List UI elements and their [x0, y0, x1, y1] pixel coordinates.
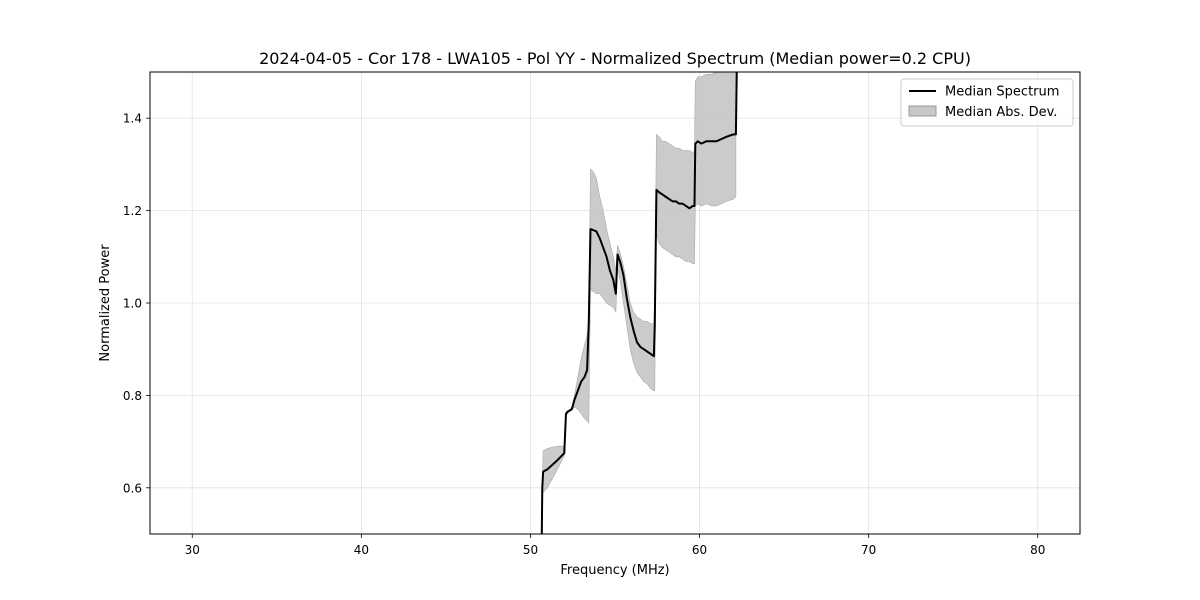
- y-tick-label: 1.0: [123, 297, 142, 311]
- y-axis-ticks: 0.6 0.8 1.0 1.2 1.4: [123, 112, 150, 495]
- median-line-group: [540, 72, 738, 534]
- x-tick-label: 60: [692, 543, 707, 557]
- legend: Median Spectrum Median Abs. Dev.: [900, 78, 1074, 127]
- y-axis-label: Normalized Power: [98, 244, 113, 362]
- y-tick-label: 1.4: [123, 112, 142, 126]
- legend-mad-swatch: [908, 105, 937, 117]
- x-tick-label: 70: [861, 543, 876, 557]
- y-tick-label: 0.6: [123, 481, 142, 495]
- x-tick-label: 50: [523, 543, 538, 557]
- x-axis-label: Frequency (MHz): [560, 563, 669, 578]
- chart-title: 2024-04-05 - Cor 178 - LWA105 - Pol YY -…: [259, 49, 971, 68]
- x-tick-label: 30: [185, 543, 200, 557]
- x-tick-label: 40: [354, 543, 369, 557]
- legend-box: [900, 78, 1074, 127]
- x-axis-ticks: 30 40 50 60 70 80: [185, 534, 1045, 557]
- legend-mad-label: Median Abs. Dev.: [945, 105, 1057, 120]
- mad-band-group: [541, 72, 737, 493]
- median-spectrum-line: [540, 72, 738, 534]
- y-tick-label: 0.8: [123, 389, 142, 403]
- mad-band: [541, 72, 737, 493]
- legend-median-label: Median Spectrum: [945, 85, 1059, 100]
- x-tick-label: 80: [1030, 543, 1045, 557]
- y-tick-label: 1.2: [123, 204, 142, 218]
